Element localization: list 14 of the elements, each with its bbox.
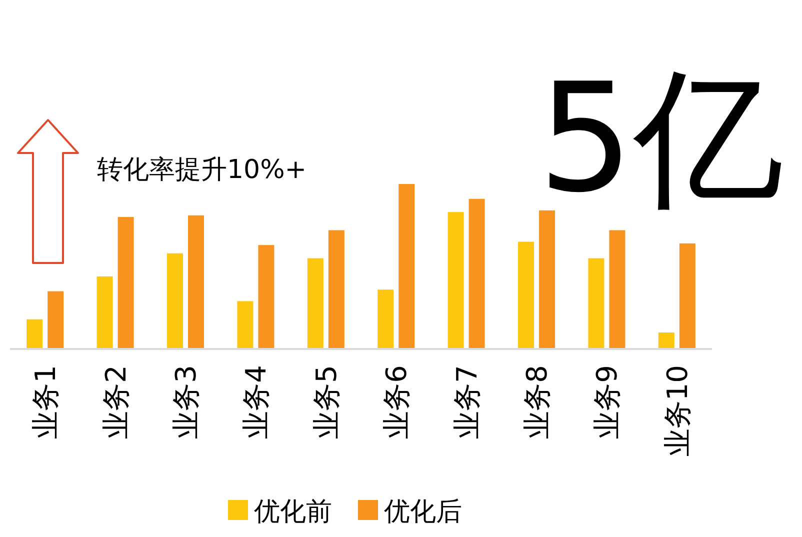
x-tick-label: 业务7 — [450, 365, 484, 439]
x-tick-label: 业务10 — [660, 365, 694, 457]
annotation: 转化率提升10%+ — [97, 155, 307, 185]
x-tick-label: 业务1 — [29, 365, 62, 439]
legend-label: 优化前 — [254, 497, 332, 527]
x-tick-label: 业务3 — [170, 365, 202, 439]
x-tick-label: 业务8 — [520, 365, 554, 439]
legend-label: 优化后 — [384, 497, 462, 527]
x-tick-label: 业务9 — [590, 365, 624, 439]
x-tick-label: 业务2 — [99, 365, 132, 439]
x-tick-label: 业务6 — [380, 365, 414, 439]
x-tick-label: 业务4 — [240, 365, 273, 439]
annotation: 5亿 — [538, 52, 784, 226]
x-tick-label: 业务5 — [310, 365, 343, 439]
